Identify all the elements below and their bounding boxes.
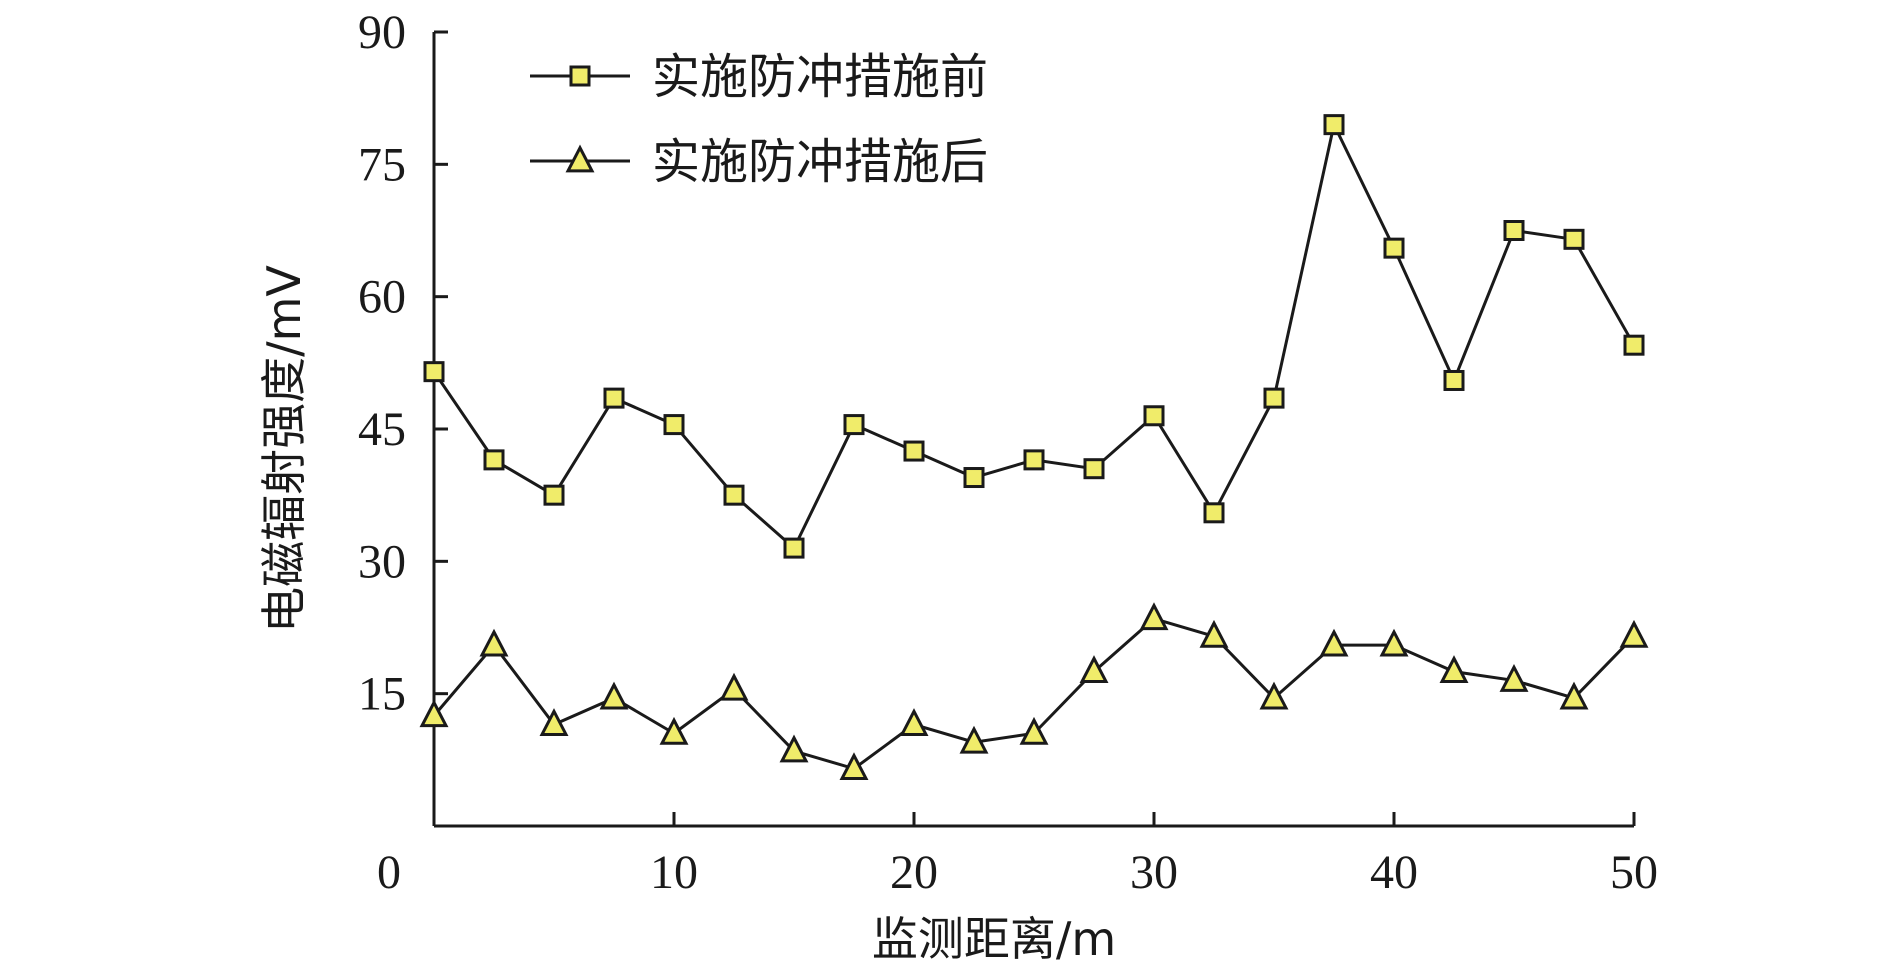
triangle-data-point bbox=[779, 734, 809, 763]
y-tick-label: 90 bbox=[358, 6, 406, 59]
square-data-point bbox=[543, 484, 565, 506]
square-data-point bbox=[483, 449, 505, 471]
triangle-data-point bbox=[539, 708, 569, 736]
x-axis-title: 监测距离/m bbox=[872, 912, 1116, 966]
square-data-point bbox=[1203, 502, 1225, 524]
square-data-point bbox=[903, 440, 925, 462]
y-tick-label: 45 bbox=[358, 403, 406, 456]
square-data-point bbox=[1383, 237, 1405, 259]
square-data-point bbox=[1143, 405, 1165, 427]
x-tick-label: 10 bbox=[650, 846, 698, 899]
x-tick-label: 0 bbox=[377, 846, 401, 899]
triangle-data-point bbox=[419, 699, 449, 728]
square-data-point bbox=[843, 414, 865, 436]
triangle-data-point bbox=[1559, 681, 1589, 710]
y-tick-label: 75 bbox=[358, 138, 406, 191]
square-data-point bbox=[1083, 458, 1105, 480]
x-tick-label: 50 bbox=[1610, 846, 1658, 899]
triangle-data-point bbox=[959, 725, 989, 754]
square-data-point bbox=[1503, 220, 1525, 241]
square-data-point bbox=[603, 387, 625, 409]
square-data-point bbox=[1023, 449, 1045, 471]
y-axis-title: 电磁辐射强度/mV bbox=[257, 265, 311, 633]
y-tick-label: 30 bbox=[358, 535, 406, 588]
triangle-data-point bbox=[1079, 655, 1109, 684]
triangle-data-point bbox=[1139, 602, 1169, 631]
square-data-point bbox=[963, 467, 985, 489]
series-1 bbox=[423, 114, 1645, 559]
triangle-data-point bbox=[599, 681, 629, 710]
y-ticks: 15 30 45 60 75 90 bbox=[358, 6, 448, 721]
triangle-data-point bbox=[1019, 716, 1049, 745]
triangle-data-point bbox=[659, 716, 689, 745]
triangle-data-point bbox=[1379, 628, 1409, 657]
triangle-data-point bbox=[1259, 681, 1289, 710]
square-data-point bbox=[1263, 387, 1285, 409]
x-ticks: 0 10 20 30 40 50 bbox=[377, 812, 1658, 899]
square-data-point bbox=[423, 361, 445, 383]
triangle-data-point bbox=[1619, 619, 1649, 648]
series-2 bbox=[419, 602, 1649, 781]
triangle-data-point bbox=[719, 672, 749, 701]
triangle-data-point bbox=[839, 752, 869, 781]
legend-square-marker bbox=[569, 65, 591, 87]
triangle-data-point bbox=[899, 708, 929, 736]
x-tick-label: 20 bbox=[890, 846, 938, 899]
square-data-point bbox=[1323, 114, 1345, 136]
x-tick-label: 40 bbox=[1370, 846, 1418, 899]
square-data-point bbox=[1623, 334, 1645, 356]
square-data-point bbox=[1563, 228, 1585, 250]
y-tick-label: 60 bbox=[358, 271, 406, 324]
square-data-point bbox=[723, 484, 745, 506]
square-data-point bbox=[663, 414, 685, 436]
legend-item: 实施防冲措施前 bbox=[530, 49, 988, 105]
series-line bbox=[432, 120, 1636, 551]
legend-item: 实施防冲措施后 bbox=[530, 134, 988, 190]
triangle-data-point bbox=[479, 628, 509, 657]
series-layer bbox=[419, 114, 1649, 781]
triangle-data-point bbox=[1199, 619, 1229, 648]
legend-triangle-marker bbox=[565, 144, 595, 173]
triangle-data-point bbox=[1319, 628, 1349, 657]
triangle-data-point bbox=[1439, 655, 1469, 684]
square-data-point bbox=[1443, 369, 1465, 391]
x-tick-label: 30 bbox=[1130, 846, 1178, 899]
square-data-point bbox=[783, 537, 805, 559]
y-tick-label: 15 bbox=[358, 668, 406, 721]
legend-label: 实施防冲措施前 bbox=[652, 49, 988, 105]
legend-label: 实施防冲措施后 bbox=[652, 134, 988, 190]
triangle-data-point bbox=[1499, 663, 1529, 692]
